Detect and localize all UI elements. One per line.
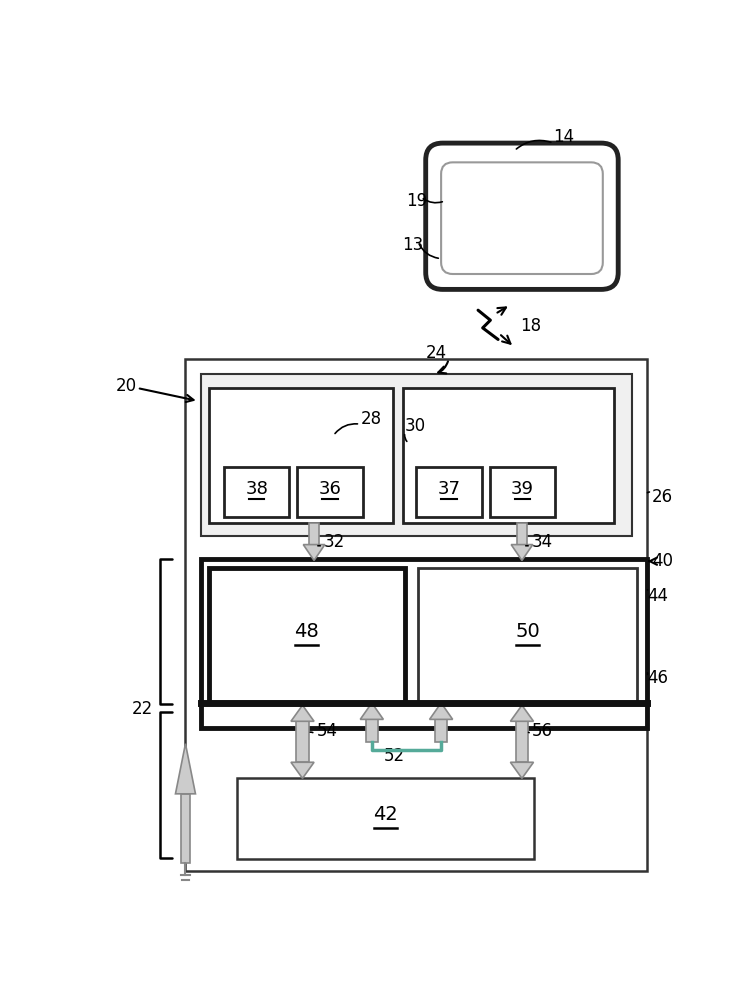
Bar [416, 466, 482, 517]
Text: 32: 32 [324, 533, 344, 551]
Text: 22: 22 [131, 700, 153, 718]
Text: 50: 50 [516, 622, 540, 641]
Text: 39: 39 [510, 480, 533, 498]
Text: 24: 24 [426, 344, 447, 362]
Bar [209, 568, 405, 703]
Text: 28: 28 [361, 410, 381, 428]
Bar [418, 568, 637, 703]
Text: 19: 19 [407, 192, 427, 210]
Text: 20: 20 [116, 377, 137, 395]
Text: 36: 36 [318, 480, 341, 498]
Bar [181, 794, 190, 863]
Polygon shape [303, 545, 325, 560]
Text: 26: 26 [652, 488, 673, 506]
Text: 37: 37 [438, 480, 461, 498]
Text: 56: 56 [532, 722, 553, 740]
Bar [186, 359, 648, 871]
Text: 42: 42 [373, 805, 398, 824]
Bar [516, 523, 528, 545]
Polygon shape [510, 705, 533, 721]
Text: 38: 38 [246, 480, 268, 498]
Text: 18: 18 [520, 317, 542, 335]
Bar [490, 466, 555, 517]
FancyBboxPatch shape [441, 162, 603, 274]
Bar [201, 374, 632, 536]
Bar [297, 466, 363, 517]
Polygon shape [510, 762, 533, 778]
Text: 48: 48 [295, 622, 319, 641]
Bar [209, 388, 393, 523]
Polygon shape [291, 762, 314, 778]
Polygon shape [361, 703, 384, 719]
Bar [296, 721, 309, 762]
Bar [366, 719, 378, 742]
Bar [237, 778, 533, 859]
Polygon shape [175, 744, 195, 794]
Bar [201, 559, 648, 728]
Polygon shape [430, 703, 453, 719]
Text: 46: 46 [648, 669, 669, 687]
Polygon shape [511, 545, 533, 560]
Text: 13: 13 [403, 236, 424, 254]
Bar [224, 466, 289, 517]
Text: 34: 34 [531, 533, 552, 551]
Text: 52: 52 [384, 747, 404, 765]
FancyBboxPatch shape [426, 143, 618, 289]
Bar [309, 523, 320, 545]
Bar [403, 388, 614, 523]
Text: 40: 40 [652, 552, 673, 570]
Bar [435, 719, 447, 742]
Text: 30: 30 [405, 417, 426, 435]
Text: 54: 54 [316, 722, 338, 740]
Text: 14: 14 [553, 128, 574, 146]
Text: 44: 44 [648, 587, 669, 605]
Bar [516, 721, 528, 762]
Polygon shape [291, 705, 314, 721]
